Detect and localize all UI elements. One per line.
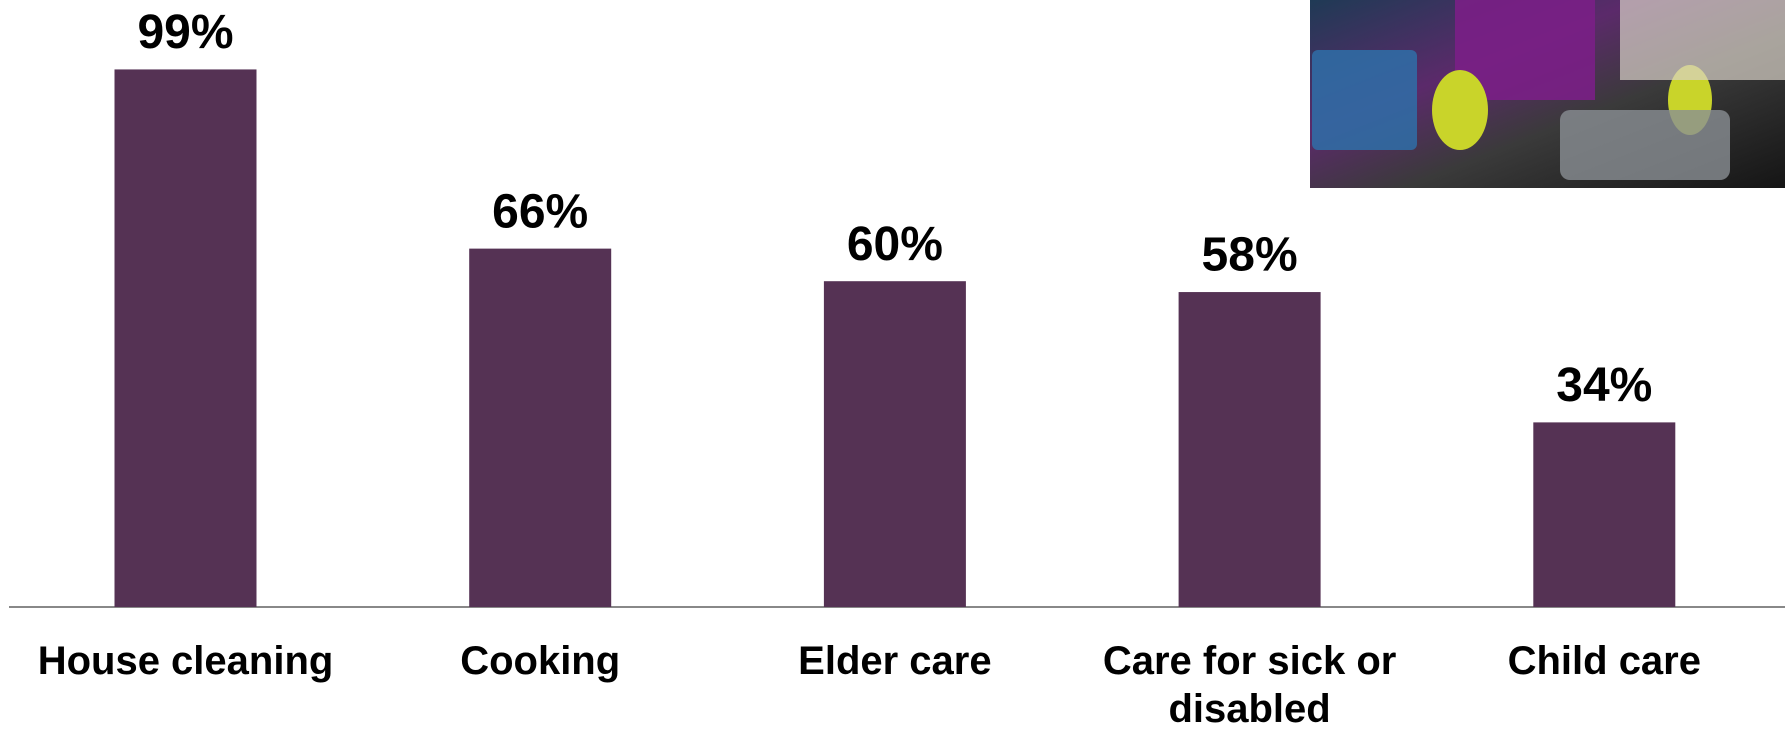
bar — [823, 281, 966, 607]
bar — [469, 248, 612, 607]
value-label: 60% — [847, 218, 943, 271]
value-label: 66% — [492, 185, 588, 238]
value-label: 58% — [1202, 229, 1298, 282]
x-tick-label: House cleaning — [37, 639, 334, 683]
x-tick-label: Elder care — [798, 639, 992, 683]
x-tick-label: Child care — [1507, 639, 1701, 683]
bar — [1178, 292, 1321, 607]
x-tick-label: Care for sick or disabled — [1102, 639, 1397, 731]
photo — [1310, 0, 1785, 188]
x-tick-label: Cooking — [460, 639, 621, 683]
bar — [114, 69, 257, 608]
bar — [1533, 422, 1676, 607]
value-label: 34% — [1556, 359, 1652, 412]
value-label: 99% — [137, 6, 233, 59]
